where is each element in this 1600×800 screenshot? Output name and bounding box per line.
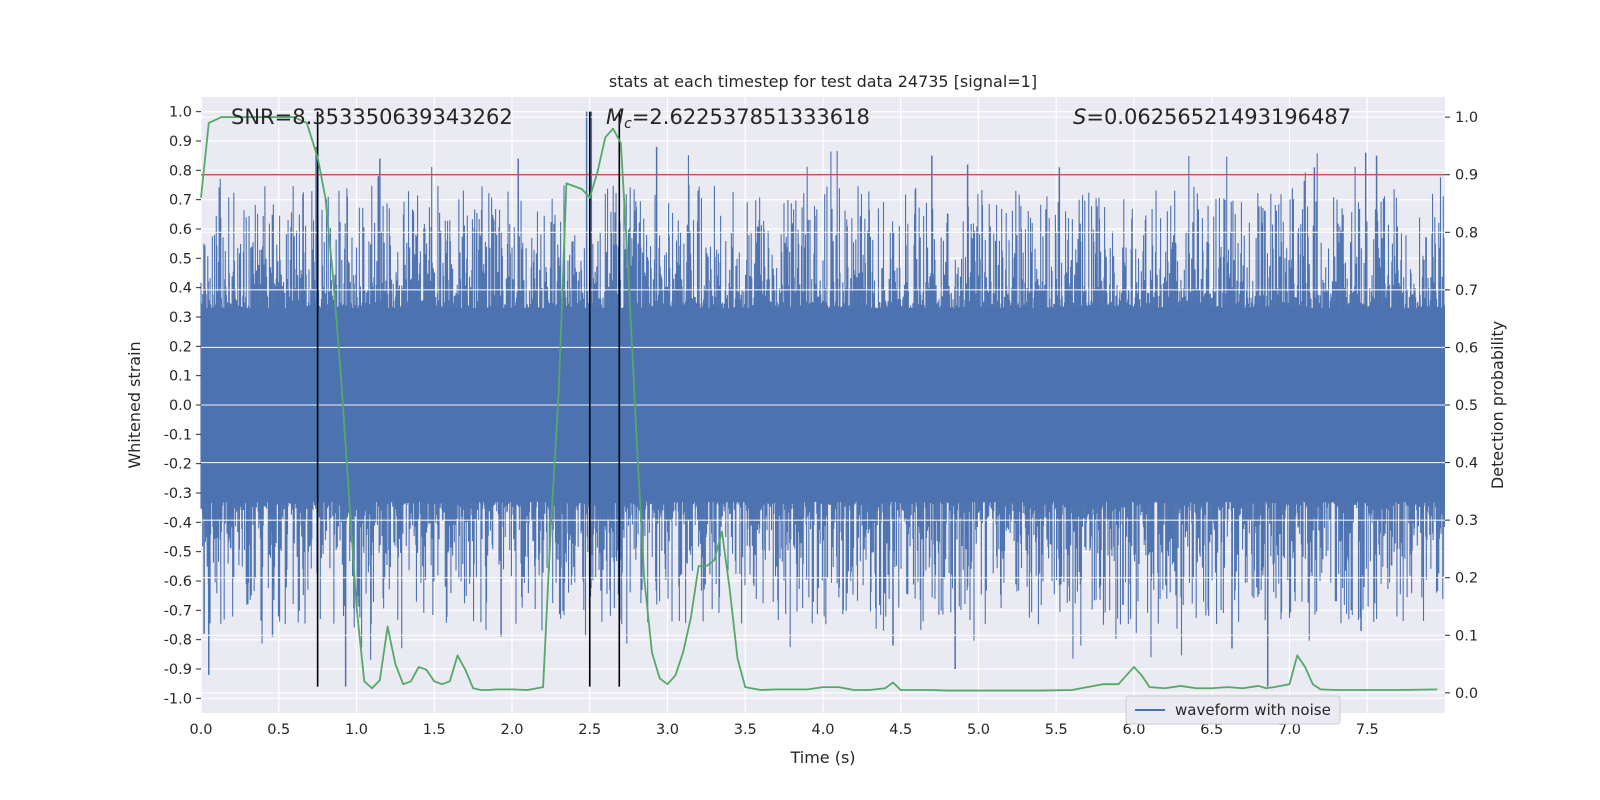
- y-left-tick-label: -0.5: [164, 545, 192, 561]
- y-left-tick-label: 0.2: [169, 339, 192, 355]
- y-right-tick-label: 0.7: [1455, 283, 1478, 299]
- legend-box: [1125, 695, 1341, 725]
- y-right-tick-label: 0.9: [1455, 168, 1478, 184]
- overlay-lines: [201, 111, 1445, 687]
- y-left-tick-label: -0.2: [164, 457, 192, 473]
- y-left-tick-label: 0.0: [169, 398, 192, 414]
- x-axis-label: Time (s): [789, 748, 855, 767]
- chirp-mass-annotation: Mc=2.622537851333618: [606, 105, 870, 132]
- y-left-tick-label: 0.7: [169, 193, 192, 209]
- y-left-tick-label: 0.9: [169, 134, 192, 150]
- y-right-tick-label: 0.3: [1455, 513, 1478, 529]
- probability-series: [200, 116, 1438, 692]
- y-left-tick-label: 0.6: [169, 222, 192, 238]
- x-tick-label: 4.0: [811, 722, 834, 738]
- y-left-tick-label: -0.4: [164, 515, 192, 531]
- y-axis-label-right: Detection probability: [1488, 321, 1507, 489]
- snr-annotation: SNR=8.353350639343262: [231, 105, 513, 129]
- chart-title: stats at each timestep for test data 247…: [609, 72, 1037, 91]
- x-tick-label: 1.5: [423, 722, 446, 738]
- x-tick-label: 7.5: [1356, 722, 1379, 738]
- y-left-tick-label: -0.1: [164, 427, 192, 443]
- x-tick-label: 3.0: [656, 722, 679, 738]
- x-tick-label: 0.5: [267, 722, 290, 738]
- s-annotation: S=0.06256521493196487: [1073, 105, 1351, 129]
- y-left-tick-label: 0.5: [169, 251, 192, 267]
- y-right-tick-label: 0.6: [1455, 340, 1478, 356]
- chirp-mass-symbol: M: [606, 105, 624, 129]
- x-tick-label: 4.5: [889, 722, 912, 738]
- y-left-tick-label: 0.3: [169, 310, 192, 326]
- x-tick-label: 2.5: [578, 722, 601, 738]
- y-left-tick-label: 0.1: [169, 369, 192, 385]
- x-tick-label: 1.0: [345, 722, 368, 738]
- s-value: =0.06256521493196487: [1086, 105, 1351, 129]
- y-right-tick-label: 0.0: [1455, 686, 1478, 702]
- x-tick-label: 2.0: [500, 722, 523, 738]
- y-right-tick-label: 0.1: [1455, 628, 1478, 644]
- y-left-tick-label: 1.0: [169, 105, 192, 121]
- x-tick-label: 6.0: [1122, 722, 1145, 738]
- y-right-tick-label: 0.8: [1455, 225, 1478, 241]
- x-tick-label: 5.5: [1045, 722, 1068, 738]
- y-left-tick-label: -0.7: [164, 603, 192, 619]
- y-left-tick-label: 0.4: [169, 281, 192, 297]
- y-right-tick-label: 0.4: [1455, 456, 1478, 472]
- x-tick-label: 0.0: [189, 722, 212, 738]
- y-right-tick-label: 1.0: [1455, 110, 1478, 126]
- y-right-tick-label: 0.5: [1455, 398, 1478, 414]
- y-left-tick-label: -0.6: [164, 574, 192, 590]
- detection-probability-line: [200, 116, 1438, 692]
- x-tick-label: 6.5: [1200, 722, 1223, 738]
- axis-ticks: 0.0 0.5 1.0 1.5 2.0 2.5 3.0 3.5 4.0 4.5 5.0 5.5 6.0 6…: [164, 105, 1478, 738]
- y-axis-label-left: Whitened strain: [125, 341, 144, 468]
- y-left-tick-label: -0.9: [164, 662, 192, 678]
- x-tick-label: 3.5: [734, 722, 757, 738]
- chirp-mass-value: =2.622537851333618: [632, 105, 870, 129]
- y-left-tick-label: -1.0: [164, 691, 192, 707]
- y-right-tick-label: 0.2: [1455, 571, 1478, 587]
- chirp-mass-subscript: c: [624, 116, 632, 132]
- x-tick-label: 5.0: [967, 722, 990, 738]
- y-left-tick-label: 0.8: [169, 163, 192, 179]
- legend: waveform with noise: [1125, 695, 1341, 725]
- legend-entry-label: waveform with noise: [1175, 701, 1331, 719]
- x-tick-label: 7.0: [1278, 722, 1301, 738]
- s-symbol: S: [1073, 105, 1086, 129]
- y-left-tick-label: -0.8: [164, 633, 192, 649]
- y-left-tick-label: -0.3: [164, 486, 192, 502]
